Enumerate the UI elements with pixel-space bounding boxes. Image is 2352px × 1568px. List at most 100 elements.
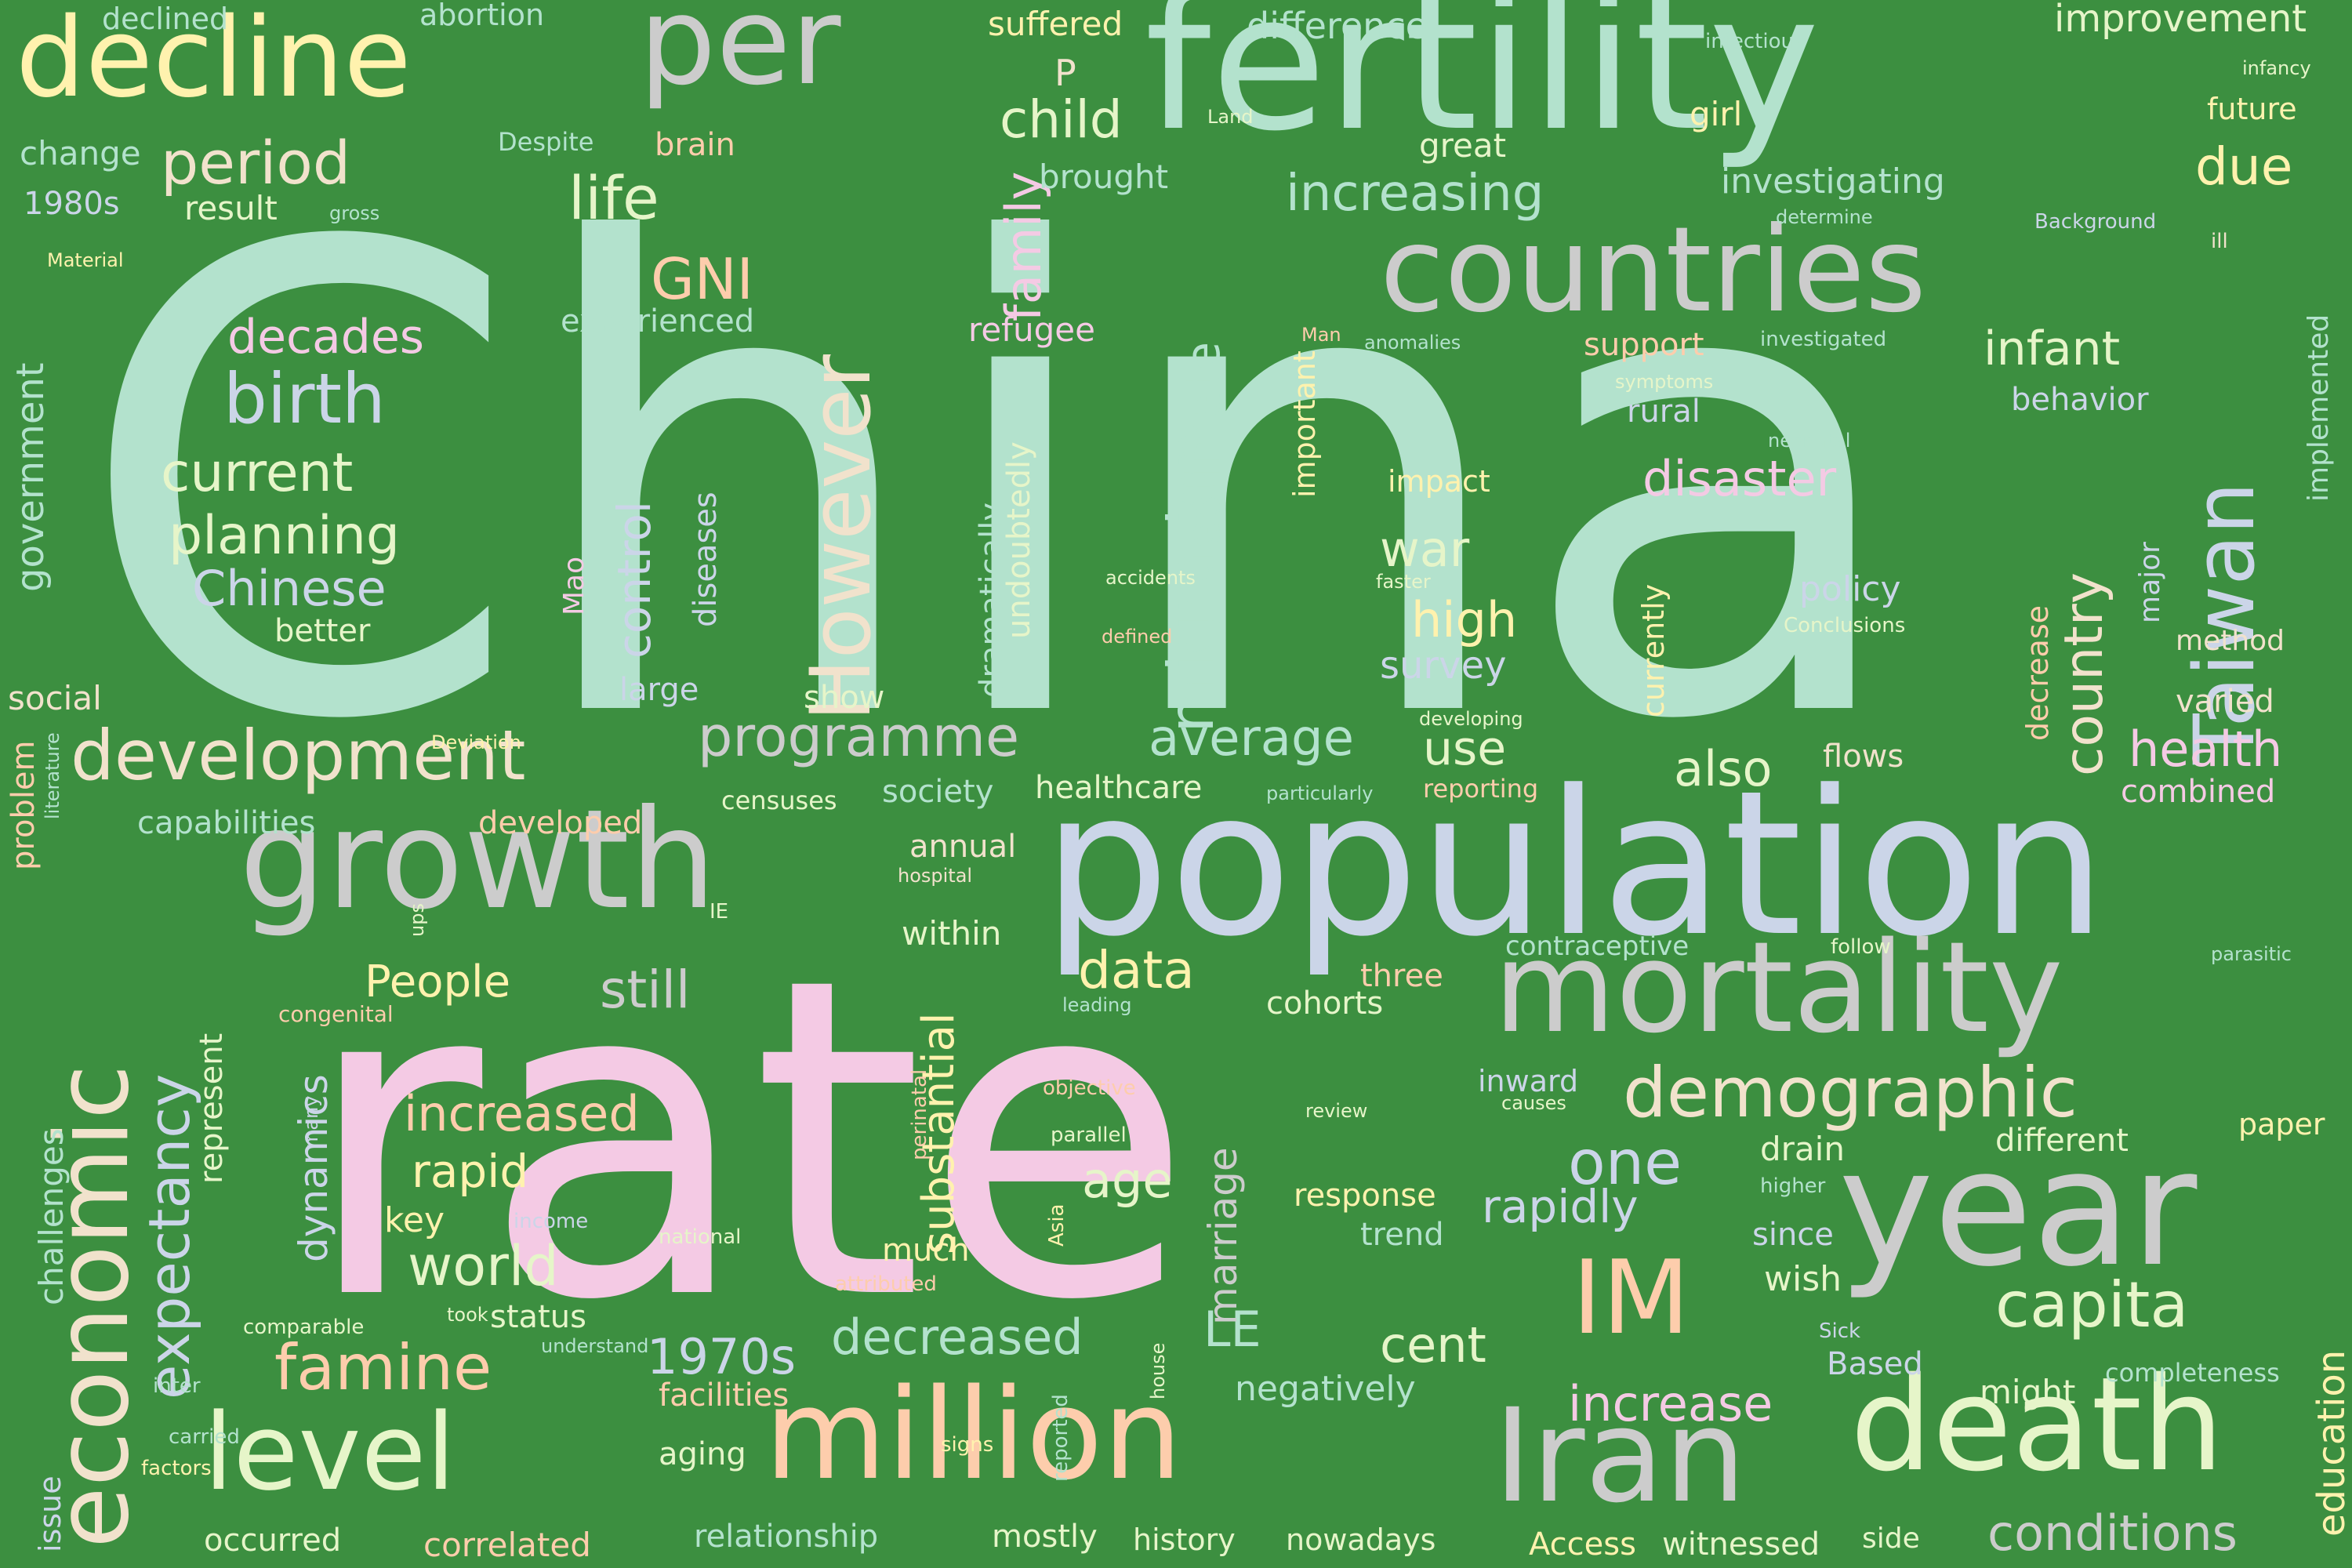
cloud-word: social [8, 679, 102, 717]
cloud-word: leading [1062, 994, 1132, 1016]
cloud-word: suffered [988, 5, 1123, 43]
cloud-word: world [408, 1234, 559, 1298]
cloud-word: accidents [1105, 567, 1196, 589]
cloud-word: higher [1760, 1174, 1826, 1198]
cloud-word: represent [194, 1033, 230, 1184]
cloud-word: Man [1301, 324, 1341, 346]
cloud-word: large [619, 672, 699, 708]
cloud-word: carried [169, 1425, 240, 1449]
cloud-word: programme [698, 705, 1020, 769]
cloud-word: defined [1102, 626, 1173, 648]
cloud-word: occurred [204, 1523, 342, 1559]
cloud-word: review [1305, 1100, 1368, 1122]
cloud-word: average [1149, 710, 1354, 768]
cloud-word: particularly [1266, 782, 1374, 804]
cloud-word: also [1674, 740, 1773, 797]
cloud-word: literature [42, 732, 64, 819]
cloud-word: IE [710, 900, 729, 924]
cloud-word: 1970s [647, 1328, 797, 1385]
cloud-word: correlated [423, 1526, 591, 1564]
cloud-word: drain [1760, 1130, 1845, 1168]
cloud-word: healthcare [1035, 770, 1203, 806]
cloud-word: child [1000, 89, 1123, 150]
cloud-word: Material [47, 249, 124, 271]
cloud-word: country [2053, 572, 2115, 776]
cloud-word: cohorts [1266, 985, 1384, 1022]
cloud-word: rapid [412, 1145, 529, 1198]
cloud-word: girl [1690, 95, 1743, 133]
cloud-word: society [882, 774, 994, 810]
cloud-word: famine [274, 1331, 492, 1404]
cloud-word: decline [16, 0, 412, 122]
cloud-word: Iran [1494, 1381, 1747, 1531]
cloud-word: life [568, 163, 659, 233]
cloud-word: key [384, 1200, 445, 1240]
cloud-word: response [1294, 1178, 1436, 1214]
cloud-word: signs [941, 1433, 994, 1457]
cloud-word: great [1419, 126, 1507, 165]
cloud-word: death [1850, 1349, 2224, 1500]
cloud-word: fertility [1145, 0, 1820, 172]
cloud-word: behavior [2011, 382, 2149, 418]
cloud-word: paper [2238, 1107, 2325, 1142]
cloud-word: still [600, 960, 691, 1020]
cloud-word: national [659, 1225, 742, 1249]
cloud-word: Access [1529, 1526, 1636, 1563]
cloud-word: history [1133, 1523, 1236, 1557]
cloud-word: level [204, 1391, 456, 1514]
cloud-word: hospital [898, 865, 973, 887]
cloud-word: varied [2176, 684, 2274, 720]
cloud-word: current [161, 442, 354, 504]
cloud-word: year [1838, 1116, 2198, 1302]
cloud-word: People [365, 956, 511, 1007]
cloud-word: capita [1995, 1269, 2189, 1341]
cloud-word: problem [5, 740, 42, 870]
cloud-word: gross [329, 202, 380, 224]
cloud-word: future [2207, 92, 2297, 126]
cloud-word: annual [909, 829, 1017, 865]
cloud-word: refugee [968, 310, 1095, 349]
cloud-word: expectancy [136, 1073, 202, 1399]
cloud-word: million [764, 1361, 1182, 1508]
cloud-word: war [1380, 521, 1470, 578]
cloud-word: witnessed [1662, 1526, 1820, 1563]
cloud-word: increased [404, 1085, 640, 1142]
cloud-word: issue [33, 1475, 67, 1552]
cloud-word: nowadays [1286, 1523, 1436, 1557]
cloud-word: much [882, 1232, 970, 1269]
cloud-word: experienced [561, 303, 755, 339]
cloud-word: support [1584, 327, 1704, 363]
cloud-word: cent [1380, 1316, 1486, 1374]
cloud-word: reporting [1423, 774, 1539, 804]
cloud-word: currently [1636, 583, 1671, 717]
cloud-word: capabilities [137, 805, 316, 841]
cloud-word: anomalies [1364, 332, 1461, 354]
cloud-word: relationship [694, 1519, 879, 1555]
cloud-word: impact [1388, 464, 1490, 499]
cloud-word: population [1043, 748, 2107, 981]
cloud-word: diseases [688, 492, 724, 627]
cloud-word: policy [1799, 569, 1901, 609]
cloud-word: method [2176, 625, 2285, 657]
cloud-word: follow [1831, 935, 1891, 959]
cloud-word: investigated [1760, 328, 1887, 351]
cloud-word: high [1411, 591, 1518, 648]
cloud-word: implemented [2303, 314, 2335, 502]
cloud-word: symptoms [1615, 371, 1714, 393]
cloud-word: growth [239, 781, 717, 940]
cloud-word: ups [406, 903, 428, 937]
cloud-word: within [902, 914, 1002, 953]
cloud-word: flows [1823, 739, 1904, 775]
cloud-word: reported [1049, 1394, 1073, 1482]
cloud-word: P [1054, 52, 1076, 94]
cloud-word: period [161, 128, 351, 198]
cloud-word: demographic [1623, 1052, 2078, 1133]
cloud-word: infant [1984, 321, 2121, 376]
cloud-word: brought [1039, 158, 1169, 196]
cloud-word: challenges [32, 1128, 71, 1305]
cloud-word: Mao [558, 556, 590, 615]
cloud-word: change [20, 134, 141, 172]
cloud-word: birth [223, 358, 386, 439]
cloud-word: many [300, 1095, 322, 1149]
cloud-word: development [71, 715, 526, 796]
